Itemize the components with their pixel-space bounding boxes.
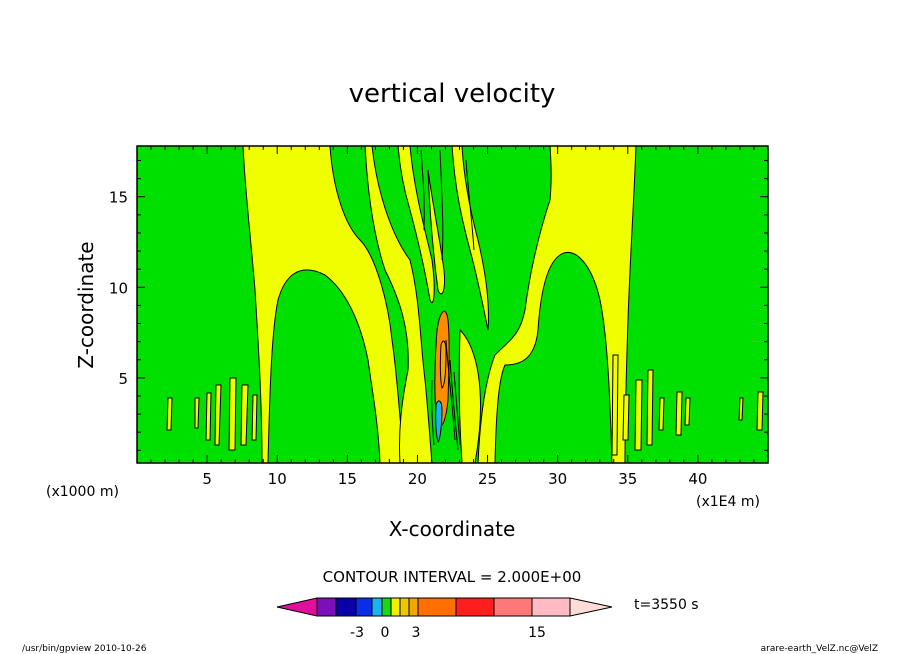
colorbar-segment — [408, 597, 419, 617]
colorbar-tick-label: 15 — [528, 625, 546, 641]
colorbar-left-extension — [276, 597, 318, 617]
y-axis: 5 10 15 — [109, 159, 768, 451]
small-contours-left — [166, 377, 258, 451]
colorbar-segment — [316, 597, 337, 617]
small-contours-right — [611, 354, 764, 456]
footer-right: arare-earth_VelZ.nc@VelZ — [761, 644, 878, 654]
colorbar-tick-label: -3 — [350, 625, 364, 641]
x-tick-label: 40 — [688, 470, 707, 488]
colorbar-segment — [455, 597, 495, 617]
x-tick-label: 20 — [408, 470, 427, 488]
downdraft-core — [435, 400, 443, 443]
colorbar-segment — [531, 597, 571, 617]
colorbar-segment — [355, 597, 373, 617]
x-tick-label: 35 — [618, 470, 637, 488]
colorbar-segment — [381, 597, 392, 617]
contour-region-right-band — [477, 146, 637, 463]
x-tick-label: 10 — [268, 470, 287, 488]
x-tick-label: 25 — [478, 470, 497, 488]
colorbar-segment — [335, 597, 357, 617]
colorbar-right-extension — [569, 597, 613, 617]
y-tick-label: 5 — [118, 370, 128, 388]
x-tick-label: 5 — [202, 470, 212, 488]
plot-frame — [136, 145, 769, 464]
plot-area — [137, 146, 768, 463]
footer-left: /usr/bin/gpview 2010-10-26 — [22, 644, 147, 654]
colorbar-segment — [399, 597, 410, 617]
colorbar-segment — [371, 597, 383, 617]
chart-title: vertical velocity — [349, 79, 556, 109]
contour-interval-label: CONTOUR INTERVAL = 2.000E+00 — [323, 568, 582, 586]
x-axis: 5 10 15 20 25 30 35 40 — [150, 146, 755, 488]
x-axis-label: X-coordinate — [389, 517, 516, 541]
contour-region-left-band — [242, 146, 406, 463]
contour-region-center-streak-1 — [397, 146, 435, 303]
contour-region-center-streak-3 — [427, 169, 445, 295]
y-tick-label: 15 — [109, 189, 128, 207]
y-axis-units: (x1E4 m) — [696, 494, 760, 510]
y-tick-label: 10 — [109, 279, 128, 297]
x-tick-label: 30 — [548, 470, 567, 488]
updraft-core-inner — [439, 340, 447, 389]
colorbar-tick-label: 3 — [412, 625, 421, 641]
colorbar-segment — [493, 597, 533, 617]
x-axis-units: (x1000 m) — [46, 484, 119, 500]
colorbar-tick-label: 0 — [381, 625, 390, 641]
colorbar-segment — [417, 597, 457, 617]
time-label: t=3550 s — [634, 597, 699, 613]
contour-region-center-lower — [458, 328, 482, 463]
colorbar: -3 0 3 15 — [276, 597, 613, 641]
colorbar-segment — [390, 597, 401, 617]
fine-contour-lines — [420, 149, 475, 451]
y-axis-label: Z-coordinate — [74, 241, 98, 368]
x-tick-label: 15 — [338, 470, 357, 488]
